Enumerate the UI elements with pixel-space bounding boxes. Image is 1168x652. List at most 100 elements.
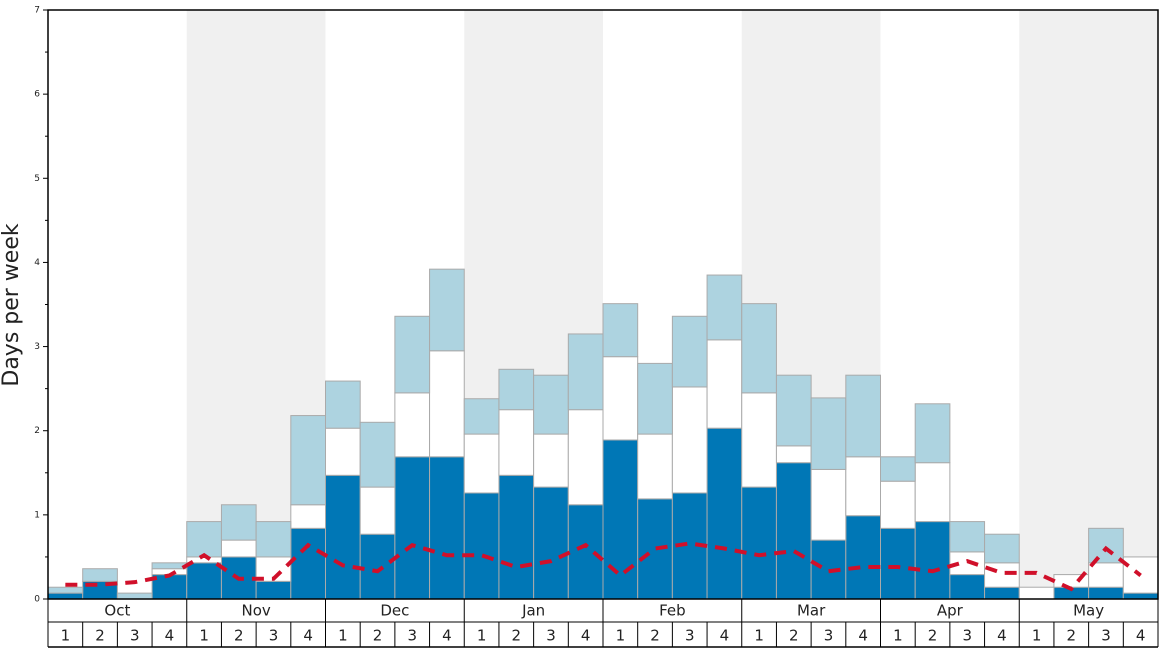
x-tick-label: 3 <box>1101 627 1111 645</box>
bar-segment <box>567 333 604 411</box>
bar-segment <box>637 362 673 435</box>
bar-segment <box>706 274 743 341</box>
bar-segment <box>914 462 951 523</box>
x-tick-label: 2 <box>1067 627 1077 645</box>
x-tick-label: 3 <box>962 627 972 645</box>
x-tick-label: 4 <box>303 627 313 645</box>
bar-segment <box>880 480 916 529</box>
bar-segment <box>359 533 396 600</box>
x-tick-label: 2 <box>234 627 244 645</box>
month-label: Nov <box>241 602 270 620</box>
x-tick-label: 1 <box>616 627 626 645</box>
bar-segment <box>429 456 465 600</box>
x-tick-label: 3 <box>824 627 834 645</box>
y-tick-label: 4 <box>34 258 40 268</box>
bar-segment <box>533 486 569 600</box>
x-tick-label: 4 <box>442 627 452 645</box>
bar-segment <box>429 268 465 352</box>
x-tick-label: 2 <box>650 627 660 645</box>
bar-segment <box>602 356 639 441</box>
bar-segment <box>1018 586 1055 600</box>
x-tick-label: 1 <box>893 627 903 645</box>
bar-segment <box>533 433 569 488</box>
bar-segment <box>775 445 812 464</box>
month-label: Apr <box>937 602 964 620</box>
bar-segment <box>567 504 604 600</box>
x-tick-label: 1 <box>199 627 209 645</box>
bar-segment <box>914 521 951 600</box>
x-tick-label: 3 <box>685 627 695 645</box>
x-tick-label: 1 <box>754 627 764 645</box>
bar-segment <box>220 504 257 541</box>
bar-segment <box>186 562 222 600</box>
bar-segment <box>845 456 881 517</box>
x-tick-label: 2 <box>95 627 105 645</box>
x-tick-label: 1 <box>1032 627 1042 645</box>
y-tick-label: 0 <box>34 595 40 605</box>
bar-segment <box>706 427 743 600</box>
bar-segment <box>186 521 222 558</box>
bar-segment <box>463 398 500 435</box>
bar-segment <box>290 415 326 506</box>
bar-segment <box>463 492 500 600</box>
y-tick-label: 2 <box>34 426 40 436</box>
x-tick-label: 2 <box>789 627 799 645</box>
bar-segment <box>533 374 569 435</box>
bar-segment <box>914 403 951 464</box>
x-tick-label: 4 <box>581 627 591 645</box>
y-tick-label: 1 <box>34 510 40 520</box>
x-tick-label: 2 <box>928 627 938 645</box>
bar-segment <box>845 515 881 600</box>
bar-segment <box>290 527 326 600</box>
bar-segment <box>706 339 743 429</box>
y-tick-label: 5 <box>34 174 40 184</box>
month-label: Jan <box>521 602 545 620</box>
bar-segment <box>394 315 431 394</box>
month-label: May <box>1073 602 1104 620</box>
bar-segment <box>949 574 986 600</box>
bar-segment <box>498 368 535 411</box>
month-label: Oct <box>104 602 130 620</box>
bar-segment <box>984 586 1020 600</box>
bar-segment <box>880 456 916 482</box>
bar-segment <box>82 568 118 582</box>
bar-segment <box>325 380 361 429</box>
month-label: Feb <box>659 602 686 620</box>
bar-segment <box>325 427 361 476</box>
bar-segment <box>845 374 881 458</box>
bar-segment <box>775 374 812 447</box>
bar-segment <box>1122 592 1159 600</box>
x-tick-label: 3 <box>269 627 279 645</box>
x-tick-label: 4 <box>165 627 175 645</box>
bar-segment <box>567 409 604 506</box>
bar-segment <box>151 574 188 600</box>
y-tick-label: 7 <box>34 6 40 16</box>
bar-segment <box>1088 527 1124 564</box>
bar-segment <box>220 539 257 558</box>
bar-segment <box>47 592 84 600</box>
x-tick-label: 2 <box>512 627 522 645</box>
month-band <box>1019 10 1158 599</box>
bar-segment <box>810 397 847 470</box>
x-tick-label: 4 <box>858 627 868 645</box>
bar-segment <box>741 486 777 600</box>
month-label: Dec <box>380 602 409 620</box>
bar-segment <box>47 586 84 594</box>
bar-segment <box>498 409 535 476</box>
bar-segment <box>325 474 361 600</box>
bar-segment <box>359 421 396 488</box>
x-tick-label: 4 <box>1136 627 1146 645</box>
x-tick-label: 1 <box>61 627 71 645</box>
x-tick-label: 3 <box>130 627 140 645</box>
bar-segment <box>498 474 535 600</box>
bar-segment <box>741 303 777 394</box>
bar-segment <box>463 433 500 494</box>
y-axis-label: Days per week <box>0 223 24 386</box>
bar-segment <box>359 486 396 535</box>
x-tick-label: 3 <box>407 627 417 645</box>
bar-segment <box>394 456 431 600</box>
month-label: Mar <box>797 602 826 620</box>
bar-segment <box>394 392 431 458</box>
bar-segment <box>810 468 847 541</box>
